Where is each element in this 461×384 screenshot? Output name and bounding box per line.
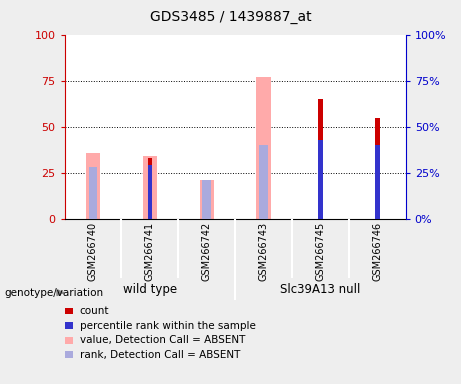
Text: GSM266746: GSM266746 [372,222,382,281]
Bar [148,158,152,219]
Bar [202,180,211,219]
Text: value, Detection Call = ABSENT: value, Detection Call = ABSENT [80,335,245,345]
Bar [375,118,379,219]
Text: rank, Detection Call = ABSENT: rank, Detection Call = ABSENT [80,350,240,360]
Text: GDS3485 / 1439887_at: GDS3485 / 1439887_at [150,10,311,23]
Text: percentile rank within the sample: percentile rank within the sample [80,321,256,331]
Text: count: count [80,306,109,316]
Bar [89,167,97,219]
Text: genotype/variation: genotype/variation [5,288,104,298]
Text: Slc39A13 null: Slc39A13 null [280,283,361,296]
Text: GSM266745: GSM266745 [315,222,325,281]
Bar [375,145,379,219]
Text: wild type: wild type [123,283,177,296]
Bar [86,152,100,219]
Text: GSM266740: GSM266740 [88,222,98,281]
Bar [148,166,152,219]
Bar [318,99,323,219]
Text: GSM266742: GSM266742 [201,222,212,281]
Bar [259,145,268,219]
Bar [143,156,157,219]
Bar [256,77,271,219]
Text: GSM266741: GSM266741 [145,222,155,281]
Text: GSM266743: GSM266743 [259,222,269,281]
Bar [200,180,214,219]
Bar [318,140,323,219]
